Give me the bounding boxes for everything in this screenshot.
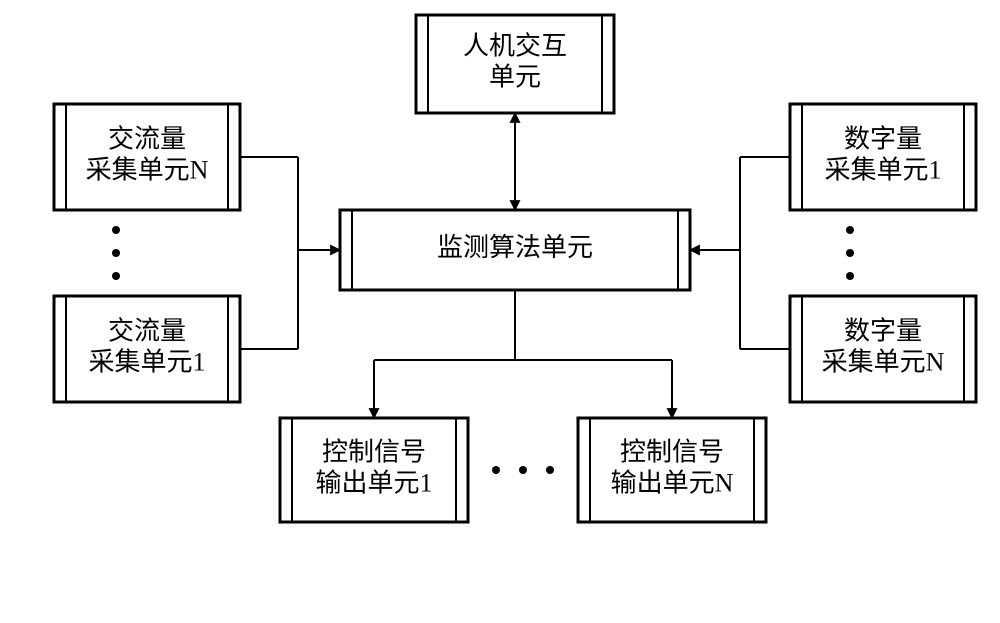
ellipsis-dot: [112, 249, 120, 257]
node-acN: 交流量采集单元N: [54, 104, 240, 210]
ellipsis-dot: [492, 466, 500, 474]
node-digN: 数字量采集单元N: [790, 296, 976, 402]
node-acN-label-0: 交流量: [108, 124, 186, 153]
node-out1-label-0: 控制信号: [322, 437, 426, 466]
node-outN: 控制信号输出单元N: [578, 418, 766, 522]
node-ac1-label-1: 采集单元1: [88, 348, 205, 377]
node-outN-label-0: 控制信号: [620, 437, 724, 466]
ellipsis-dot: [112, 226, 120, 234]
ellipsis-dot: [519, 466, 527, 474]
node-hmi-label-1: 单元: [489, 63, 541, 92]
node-dig1-label-0: 数字量: [844, 124, 922, 153]
node-hmi-label-0: 人机交互: [463, 31, 567, 60]
node-algo: 监测算法单元: [340, 210, 690, 290]
ellipsis-dot: [846, 226, 854, 234]
node-digN-label-1: 采集单元N: [822, 348, 945, 377]
node-acN-label-1: 采集单元N: [86, 156, 209, 185]
node-ac1: 交流量采集单元1: [54, 296, 240, 402]
node-algo-label-0: 监测算法单元: [437, 233, 593, 262]
node-hmi: 人机交互单元: [416, 15, 614, 113]
node-dig1: 数字量采集单元1: [790, 104, 976, 210]
ellipsis-dot: [546, 466, 554, 474]
ellipsis-dot: [846, 272, 854, 280]
node-ac1-label-0: 交流量: [108, 316, 186, 345]
node-out1-label-1: 输出单元1: [315, 469, 432, 498]
node-outN-label-1: 输出单元N: [611, 469, 734, 498]
ellipsis-dot: [846, 249, 854, 257]
ellipsis-dot: [112, 272, 120, 280]
node-dig1-label-1: 采集单元1: [824, 156, 941, 185]
diagram-canvas: 人机交互单元监测算法单元交流量采集单元N交流量采集单元1数字量采集单元1数字量采…: [0, 0, 1000, 623]
node-out1: 控制信号输出单元1: [280, 418, 468, 522]
node-digN-label-0: 数字量: [844, 316, 922, 345]
